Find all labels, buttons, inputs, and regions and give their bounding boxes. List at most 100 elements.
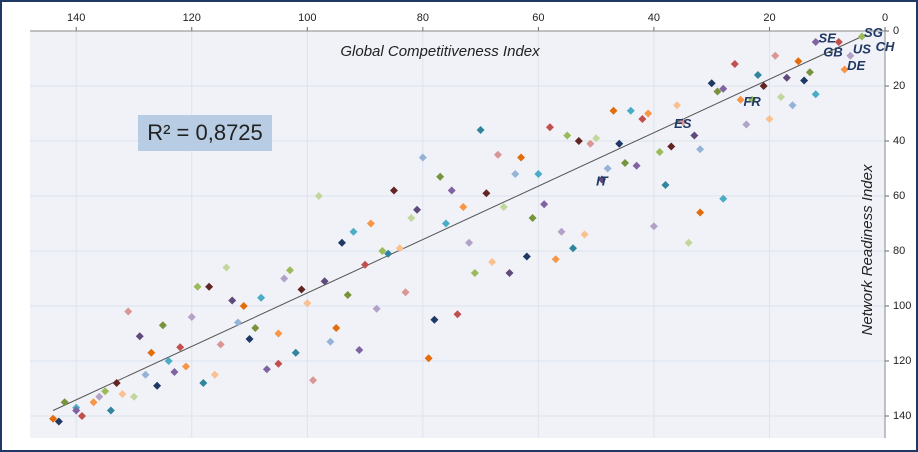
point xyxy=(488,258,497,266)
point xyxy=(106,406,115,415)
y-tick-label: 60 xyxy=(893,190,905,202)
point xyxy=(199,379,208,387)
point xyxy=(673,101,682,110)
point xyxy=(574,137,583,145)
point xyxy=(355,346,364,354)
y-tick-label: 80 xyxy=(893,245,905,257)
point xyxy=(210,370,219,379)
point xyxy=(349,227,358,236)
point xyxy=(551,255,560,264)
country-label: ES xyxy=(674,116,692,131)
point xyxy=(181,362,190,371)
point xyxy=(384,249,393,258)
point xyxy=(719,194,728,203)
point xyxy=(239,302,248,310)
point xyxy=(262,365,271,374)
point xyxy=(528,214,537,222)
trendline xyxy=(52,36,863,411)
point xyxy=(176,343,185,352)
point xyxy=(257,293,266,302)
point xyxy=(811,90,820,99)
point xyxy=(153,381,162,390)
point xyxy=(413,205,422,214)
point xyxy=(690,131,699,140)
point xyxy=(765,115,774,123)
point xyxy=(274,329,283,338)
point xyxy=(309,376,318,385)
y-tick-label: 120 xyxy=(893,355,911,367)
y-axis-title: Network Readiness Index xyxy=(859,164,876,335)
point xyxy=(782,73,791,82)
point xyxy=(129,392,138,401)
point xyxy=(811,38,820,46)
point xyxy=(563,131,572,140)
x-tick-label: 0 xyxy=(882,12,888,24)
point xyxy=(60,398,69,407)
point xyxy=(418,153,427,162)
plot-area xyxy=(30,31,885,438)
point xyxy=(303,299,312,308)
country-label: GB xyxy=(823,44,843,59)
point xyxy=(777,93,786,101)
point xyxy=(834,38,843,46)
point xyxy=(638,115,647,123)
point xyxy=(476,126,485,134)
point xyxy=(857,32,866,41)
y-tick-label: 40 xyxy=(893,135,905,147)
point xyxy=(436,172,445,181)
country-label: IT xyxy=(596,174,609,189)
point xyxy=(696,145,705,154)
point xyxy=(453,310,462,319)
point xyxy=(291,348,300,357)
point xyxy=(569,244,578,253)
annotation-box xyxy=(138,115,272,151)
point xyxy=(187,313,196,321)
point xyxy=(678,117,687,126)
x-tick-label: 20 xyxy=(763,12,775,24)
point xyxy=(372,304,381,313)
point xyxy=(216,340,225,349)
point xyxy=(112,379,121,387)
point xyxy=(378,247,387,255)
point xyxy=(118,390,127,398)
point xyxy=(580,230,589,239)
point xyxy=(141,370,150,379)
point xyxy=(389,186,398,195)
point xyxy=(332,324,341,332)
point xyxy=(597,175,606,184)
point xyxy=(205,282,214,291)
point xyxy=(482,189,491,198)
point xyxy=(54,417,63,426)
x-tick-label: 140 xyxy=(67,12,85,24)
point xyxy=(430,315,439,324)
point xyxy=(326,337,335,346)
point xyxy=(465,238,474,247)
country-label: SE xyxy=(819,31,837,46)
point xyxy=(534,170,543,178)
point xyxy=(158,321,167,330)
point xyxy=(626,106,635,115)
point xyxy=(95,392,104,401)
point xyxy=(493,150,502,159)
point xyxy=(135,332,144,341)
point xyxy=(736,95,745,104)
point xyxy=(713,87,722,96)
point xyxy=(233,318,242,327)
point xyxy=(730,60,739,68)
point xyxy=(361,260,370,269)
point xyxy=(540,200,549,209)
point xyxy=(511,170,520,178)
point xyxy=(586,139,595,148)
country-label: DE xyxy=(847,58,865,73)
point xyxy=(228,296,237,305)
point xyxy=(771,51,780,60)
point xyxy=(101,387,110,396)
point xyxy=(753,71,762,79)
x-tick-label: 80 xyxy=(417,12,429,24)
point xyxy=(517,153,526,162)
country-label: US xyxy=(853,42,871,57)
point xyxy=(522,252,531,261)
point xyxy=(447,186,456,195)
country-label: FR xyxy=(743,94,761,109)
point xyxy=(592,134,601,143)
